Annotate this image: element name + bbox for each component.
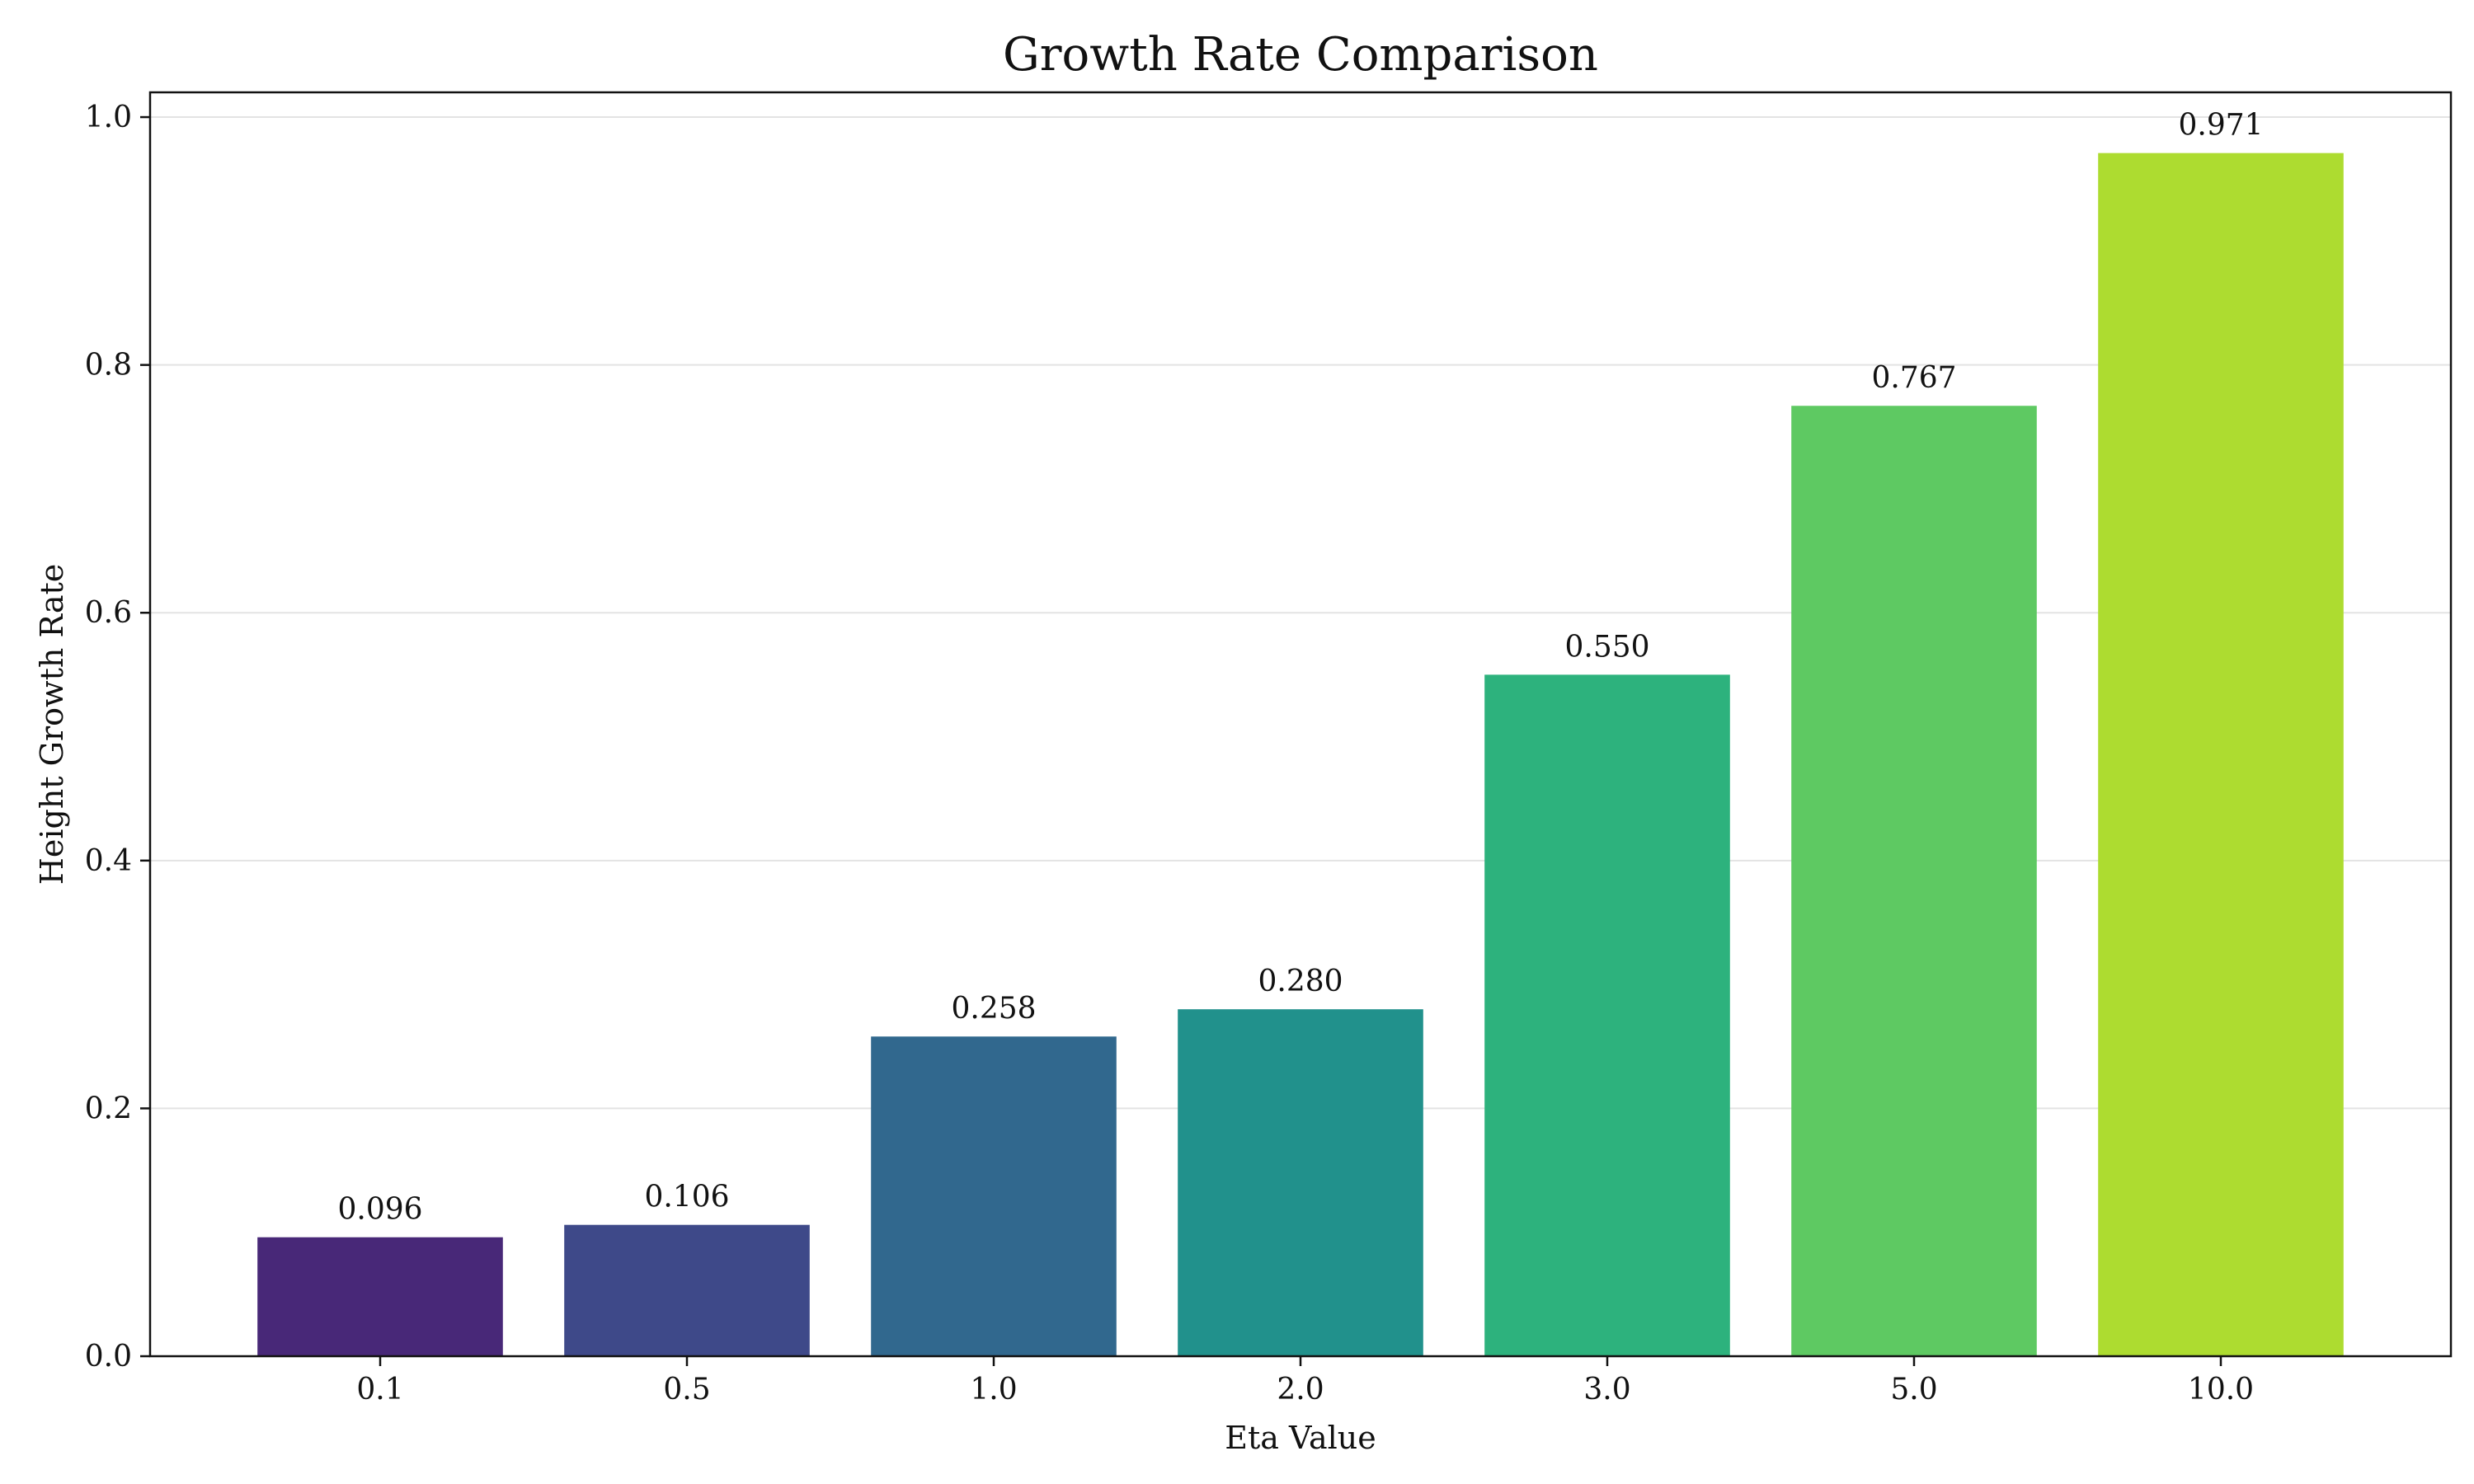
y-axis: 0.0 0.2 0.4 0.6 0.8 1.0 (85, 101, 150, 1374)
y-axis-title: Height Growth Rate (34, 564, 70, 885)
bar-0-5 (564, 1224, 810, 1356)
data-label: 0.971 (2178, 109, 2263, 143)
x-axis-title: Eta Value (1225, 1420, 1376, 1456)
y-tick-label: 0.2 (85, 1092, 132, 1125)
data-label: 0.550 (1564, 630, 1649, 664)
data-label: 0.106 (644, 1181, 729, 1214)
bar-0-1 (257, 1237, 503, 1356)
data-label: 0.096 (337, 1193, 422, 1227)
data-label: 0.258 (951, 992, 1036, 1026)
x-tick-label: 0.5 (663, 1373, 710, 1407)
y-tick-label: 0.4 (85, 844, 132, 878)
y-tick-label: 0.0 (85, 1340, 132, 1374)
bar-10-0 (2098, 153, 2344, 1356)
chart-title: Growth Rate Comparison (1003, 28, 1598, 82)
x-tick-label: 2.0 (1277, 1373, 1324, 1407)
x-tick-label: 5.0 (1890, 1373, 1937, 1407)
data-label: 0.767 (1871, 361, 1956, 395)
x-tick-label: 3.0 (1583, 1373, 1630, 1407)
bar-1-0 (871, 1036, 1117, 1356)
data-labels: 0.096 0.106 0.258 0.280 0.550 0.767 0.971 (337, 109, 2263, 1227)
bar-2-0 (1178, 1009, 1423, 1356)
x-tick-label: 0.1 (356, 1373, 403, 1407)
x-axis: 0.1 0.5 1.0 2.0 3.0 5.0 10.0 (356, 1356, 2254, 1407)
x-tick-label: 10.0 (2188, 1373, 2254, 1407)
y-tick-label: 1.0 (85, 101, 132, 134)
x-tick-label: 1.0 (970, 1373, 1017, 1407)
bar-3-0 (1484, 674, 1730, 1356)
bars (257, 153, 2344, 1356)
y-tick-label: 0.6 (85, 596, 132, 630)
y-tick-label: 0.8 (85, 349, 132, 383)
bar-5-0 (1791, 406, 2037, 1356)
data-label: 0.280 (1258, 965, 1343, 998)
